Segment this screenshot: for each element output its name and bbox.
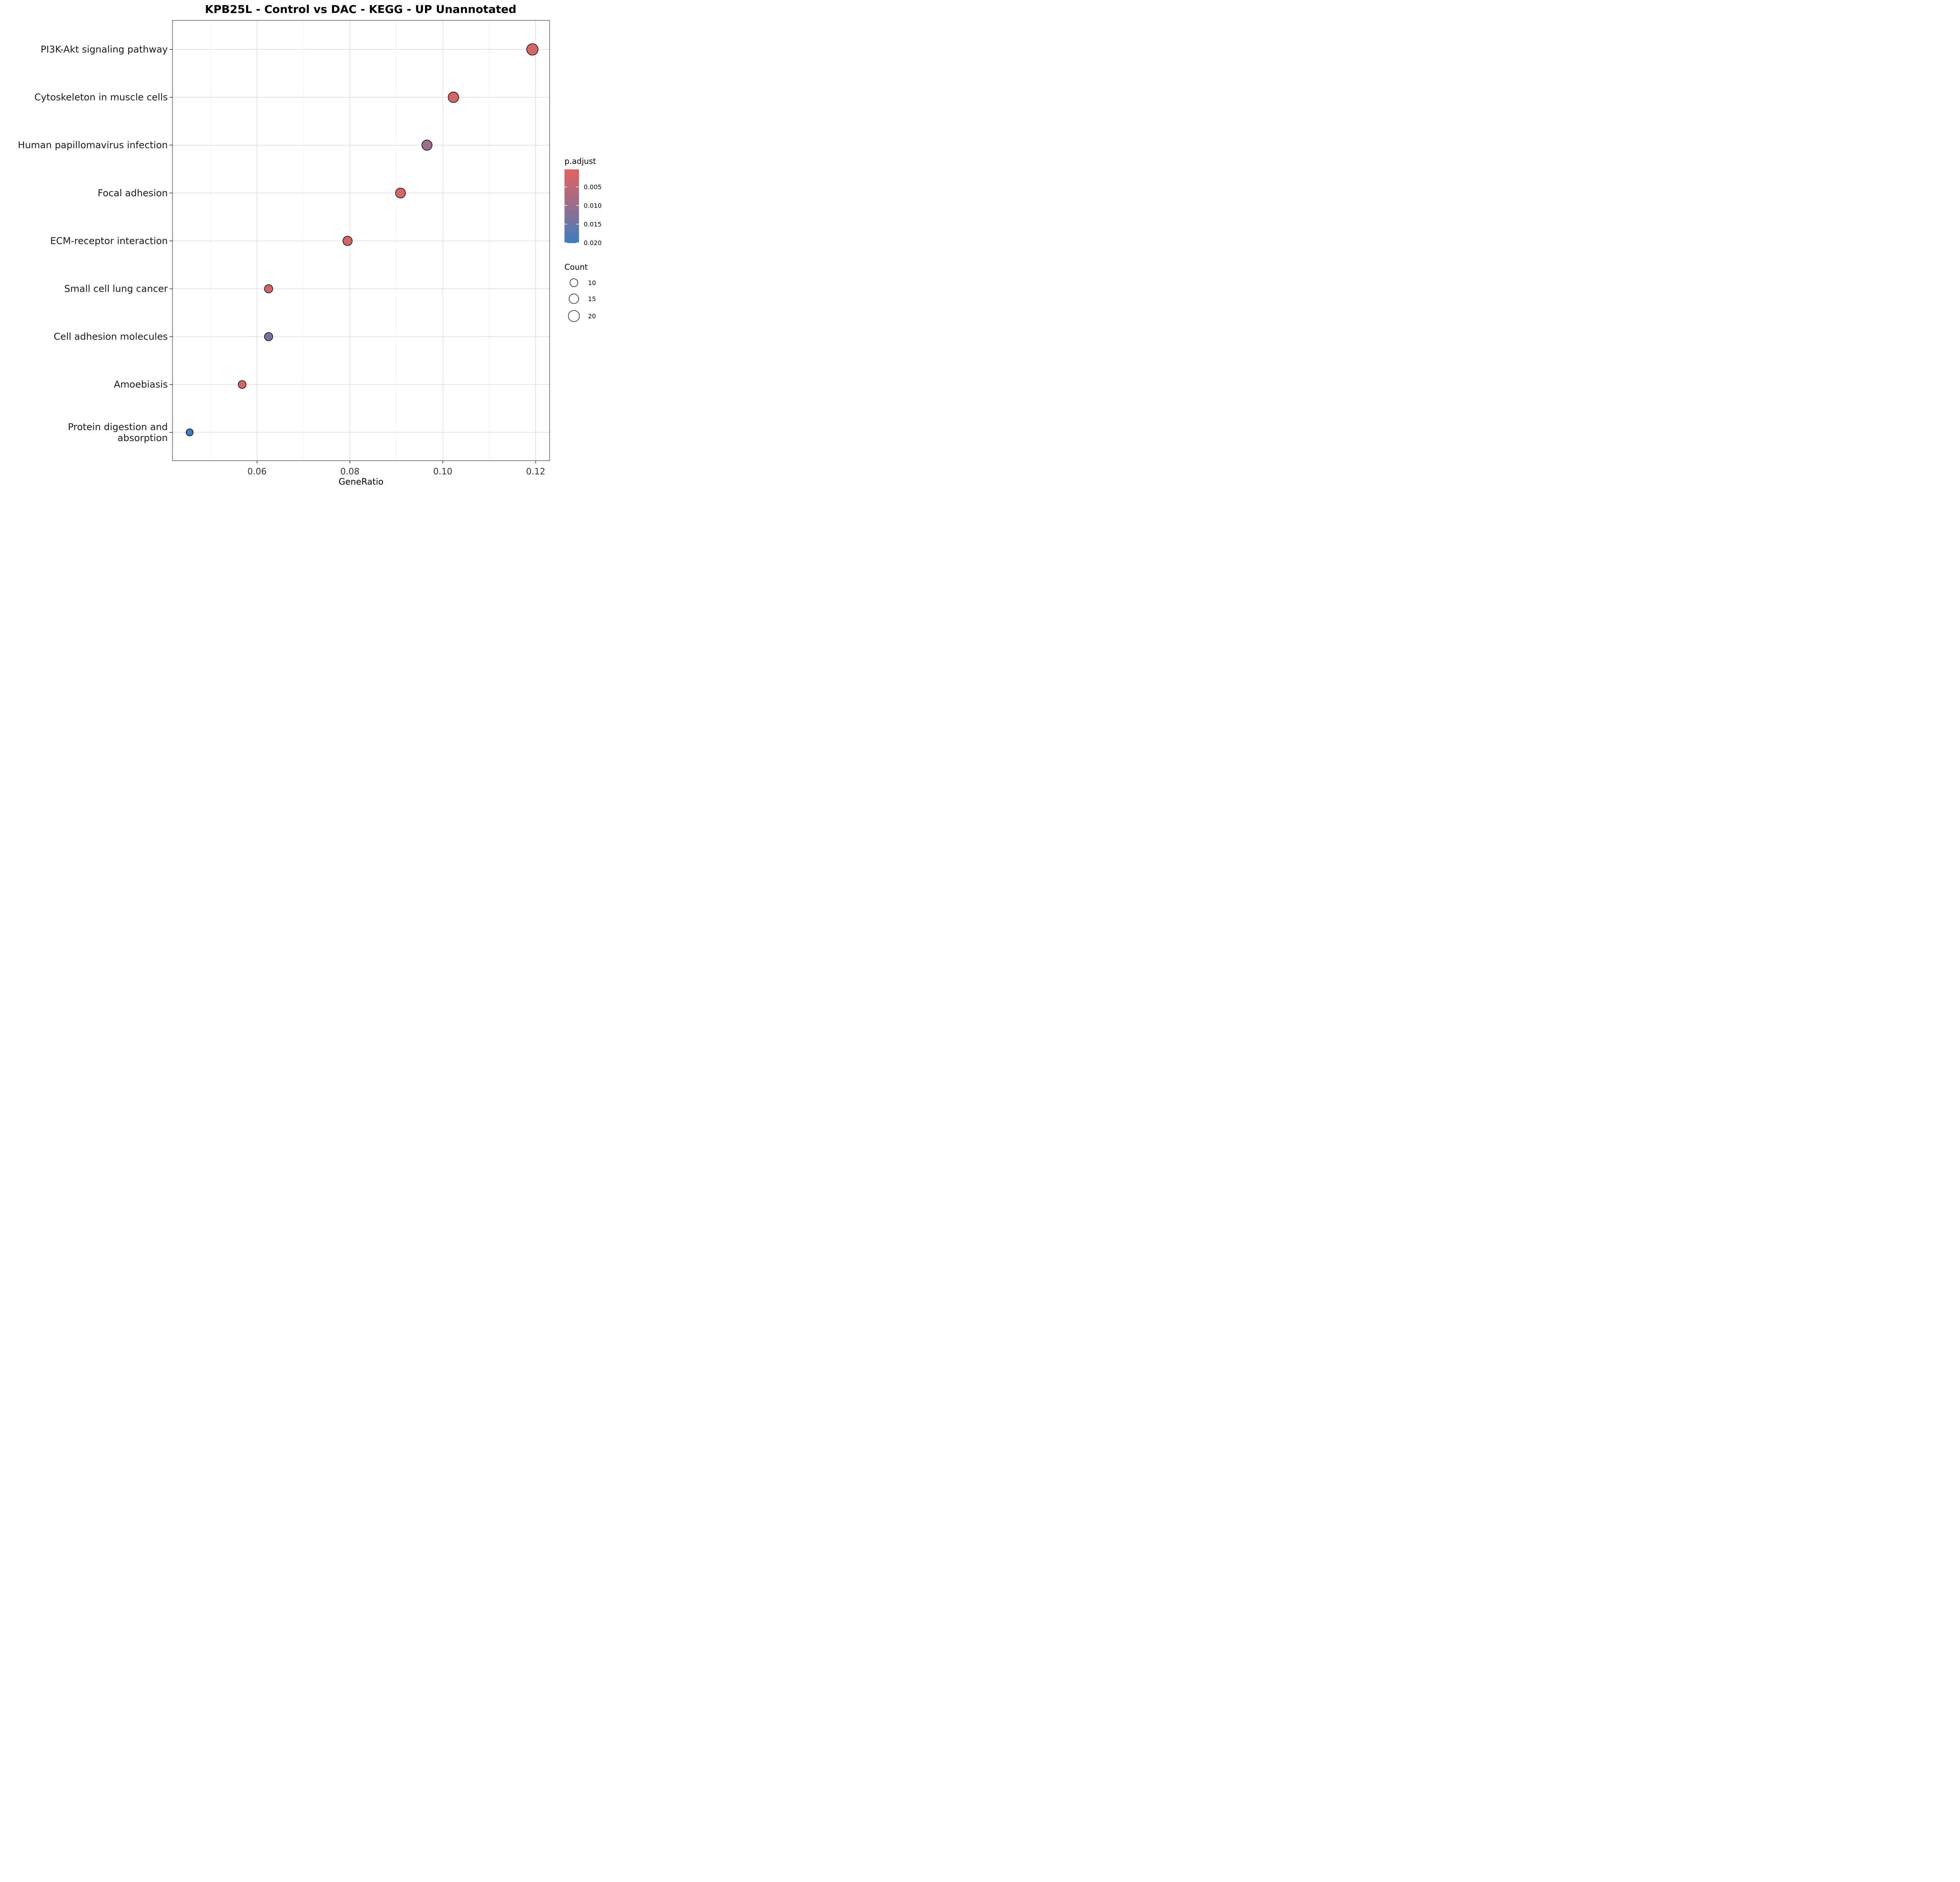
y-tick-label: Protein digestion and (68, 421, 168, 432)
count-legend-label: 10 (588, 279, 596, 287)
x-axis: 0.06 0.08 0.10 0.12 (247, 461, 545, 477)
chart-title: KPB25L - Control vs DAC - KEGG - UP Unan… (205, 3, 517, 16)
data-point (395, 187, 406, 198)
data-point (448, 91, 459, 103)
x-tick-label: 0.12 (526, 467, 545, 477)
data-point (186, 429, 194, 436)
y-tick-label: Cell adhesion molecules (54, 331, 168, 342)
major-grid (172, 20, 550, 461)
count-legend-circle (570, 278, 578, 287)
plot-panel-border (172, 20, 550, 461)
data-point (264, 332, 273, 341)
y-tick-label: ECM-receptor interaction (50, 235, 168, 246)
y-tick-label: Cytoskeleton in muscle cells (34, 92, 168, 103)
p-adjust-legend: p.adjust 0.005 0.010 0.015 0.020 (564, 156, 602, 247)
data-point (238, 380, 247, 389)
y-tick-label: Focal adhesion (98, 187, 168, 198)
data-point (526, 43, 539, 56)
count-legend: Count 10 15 20 (564, 262, 596, 322)
y-tick-label: Human papillomavirus infection (18, 140, 168, 151)
p-adjust-colorbar (564, 169, 579, 243)
p-adjust-legend-title: p.adjust (564, 156, 596, 166)
x-tick-label: 0.08 (340, 467, 359, 477)
colorbar-label: 0.005 (584, 183, 602, 191)
y-tick-label: PI3K-Akt signaling pathway (41, 44, 168, 55)
x-axis-title: GeneRatio (339, 477, 384, 486)
colorbar-label: 0.020 (584, 239, 602, 247)
count-legend-label: 20 (588, 312, 596, 320)
count-legend-circle (569, 294, 579, 304)
y-tick-label: Amoebiasis (114, 379, 168, 390)
data-point (342, 236, 353, 246)
data-point (421, 140, 433, 151)
data-points (186, 43, 539, 436)
x-tick-label: 0.10 (433, 467, 452, 477)
x-tick-label: 0.06 (247, 467, 267, 477)
dot-plot-chart: KPB25L - Control vs DAC - KEGG - UP Unan… (18, 3, 602, 486)
count-legend-title: Count (564, 262, 588, 272)
y-tick-label: absorption (118, 432, 168, 443)
colorbar-label: 0.015 (584, 221, 602, 228)
colorbar-label: 0.010 (584, 202, 602, 209)
y-axis: PI3K-Akt signaling pathway Cytoskeleton i… (18, 44, 172, 443)
y-tick-label: Small cell lung cancer (64, 283, 168, 294)
count-legend-label: 15 (588, 295, 596, 303)
count-legend-circle (568, 310, 580, 322)
data-point (264, 284, 273, 293)
